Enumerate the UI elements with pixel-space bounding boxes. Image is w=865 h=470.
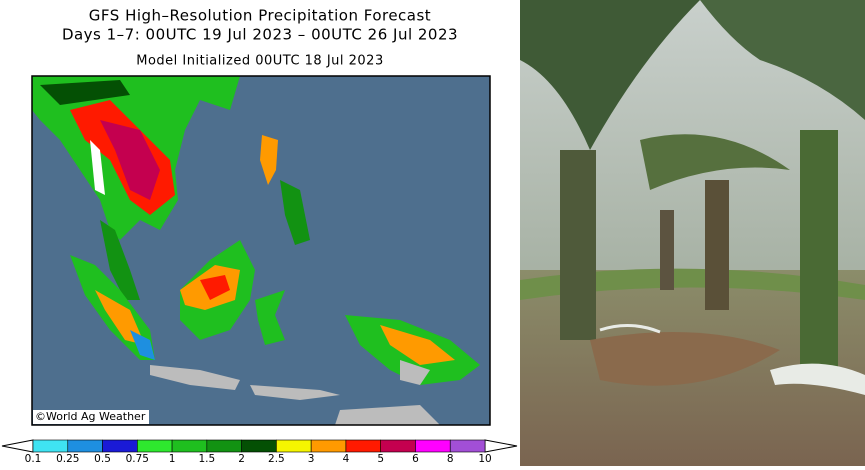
colorbar-swatch (171, 439, 208, 453)
photo (520, 0, 865, 466)
colorbar-swatch (241, 439, 277, 453)
colorbar-swatch (32, 439, 69, 453)
map-credit: ©World Ag Weather (35, 410, 146, 423)
colorbar-label: 10 (478, 453, 491, 465)
colorbar-label: 0.1 (25, 453, 42, 465)
colorbar-swatch (449, 439, 486, 453)
colorbar-swatch (102, 439, 138, 453)
colorbar-label: 4 (343, 453, 350, 465)
credit-box (33, 410, 149, 424)
colorbar-label: 6 (412, 453, 419, 465)
colorbar: 0.1 0.25 0.5 0.75 1 1.5 2 2.5 3 4 5 6 8 10 (1, 439, 518, 465)
colorbar-swatch (67, 439, 103, 453)
colorbar-end (1, 439, 34, 453)
map-initialized: Model Initialized 00UTC 18 Jul 2023 (136, 54, 383, 69)
colorbar-swatch (206, 439, 242, 453)
colorbar-swatch (137, 439, 173, 453)
colorbar-swatch (380, 439, 416, 453)
colorbar-swatch (276, 439, 312, 453)
colorbar-label: 1.5 (198, 453, 215, 465)
map-frame (31, 75, 491, 426)
colorbar-label: 8 (447, 453, 454, 465)
colorbar-label: 2 (238, 453, 245, 465)
colorbar-label: 5 (377, 453, 384, 465)
colorbar-label: 3 (308, 453, 315, 465)
colorbar-swatch (415, 439, 451, 453)
colorbar-end (484, 439, 518, 453)
map-title: GFS High–Resolution Precipitation Foreca… (89, 7, 431, 25)
map (32, 76, 490, 425)
colorbar-label: 0.25 (56, 453, 79, 465)
colorbar-label: 2.5 (268, 453, 285, 465)
colorbar-label: 0.75 (126, 453, 149, 465)
colorbar-label: 0.5 (94, 453, 111, 465)
colorbar-swatch (345, 439, 381, 453)
colorbar-swatch (310, 439, 347, 453)
colorbar-label: 1 (169, 453, 176, 465)
map-subtitle: Days 1–7: 00UTC 19 Jul 2023 – 00UTC 26 J… (62, 26, 458, 44)
